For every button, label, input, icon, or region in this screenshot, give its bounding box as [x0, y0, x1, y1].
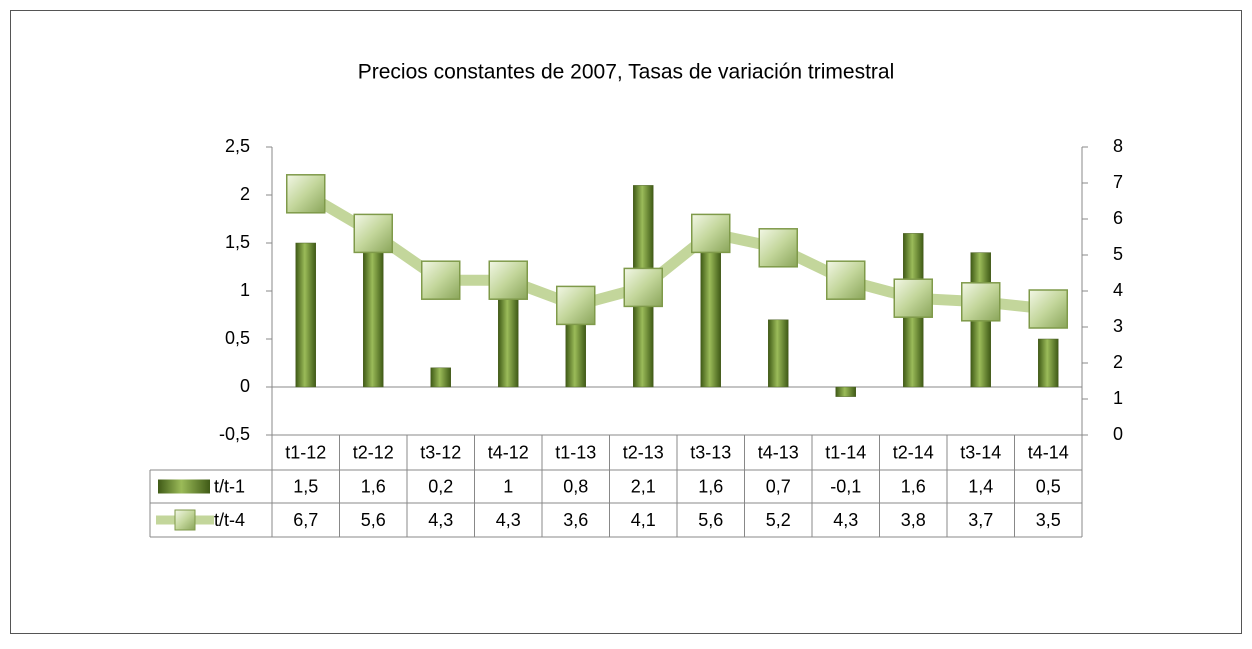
y2-tick-label: 8 — [1113, 136, 1123, 156]
table-value: -0,1 — [830, 476, 861, 496]
x-tick-label: t3-13 — [690, 442, 731, 462]
legend-key — [174, 509, 196, 531]
y2-tick-label: 6 — [1113, 208, 1123, 228]
table-value: 1,4 — [968, 476, 993, 496]
bar — [430, 367, 451, 388]
bar — [1038, 338, 1059, 388]
table-value: 3,7 — [968, 510, 993, 530]
table-value: 4,3 — [428, 510, 453, 530]
y-tick-label: 0,5 — [225, 328, 250, 348]
marker — [421, 260, 461, 300]
marker — [1028, 289, 1068, 329]
y-tick-label: 2 — [240, 184, 250, 204]
y2-tick-label: 4 — [1113, 280, 1123, 300]
table-value: 0,7 — [766, 476, 791, 496]
bar — [700, 233, 721, 388]
x-tick-label: t4-13 — [758, 442, 799, 462]
table-value: 5,2 — [766, 510, 791, 530]
table-value: 1 — [503, 476, 513, 496]
chart-title: Precios constantes de 2007, Tasas de var… — [358, 61, 895, 84]
bar — [768, 319, 789, 388]
table-value: 3,6 — [563, 510, 588, 530]
x-tick-label: t3-14 — [960, 442, 1001, 462]
marker — [691, 213, 731, 254]
table-value: 5,6 — [698, 510, 723, 530]
table-value: 0,2 — [428, 476, 453, 496]
x-tick-label: t2-13 — [623, 442, 664, 462]
marker — [488, 260, 528, 300]
marker — [893, 278, 933, 318]
x-tick-label: t4-14 — [1028, 442, 1069, 462]
marker — [826, 260, 866, 300]
marker — [286, 174, 326, 214]
table-value: 5,6 — [361, 510, 386, 530]
table-value: 0,5 — [1036, 476, 1061, 496]
table-value: 2,1 — [631, 476, 656, 496]
bar — [835, 386, 856, 397]
x-tick-label: t1-14 — [825, 442, 866, 462]
legend-key — [158, 479, 210, 494]
marker — [556, 285, 596, 326]
y-tick-label: 0 — [240, 376, 250, 396]
marker — [353, 213, 393, 254]
table-value: 4,3 — [496, 510, 521, 530]
marker — [758, 228, 798, 268]
x-tick-label: t1-13 — [555, 442, 596, 462]
x-tick-label: t4-12 — [488, 442, 529, 462]
y-tick-label: 2,5 — [225, 136, 250, 156]
y2-tick-label: 2 — [1113, 352, 1123, 372]
table-value: 1,5 — [293, 476, 318, 496]
table-value: 4,1 — [631, 510, 656, 530]
y2-tick-label: 1 — [1113, 388, 1123, 408]
bar — [363, 233, 384, 388]
table-value: 6,7 — [293, 510, 318, 530]
y-tick-label: -0,5 — [219, 424, 250, 444]
table-value: 1,6 — [901, 476, 926, 496]
table-value: 1,6 — [698, 476, 723, 496]
table-value: 4,3 — [833, 510, 858, 530]
y2-tick-label: 0 — [1113, 424, 1123, 444]
y2-tick-label: 5 — [1113, 244, 1123, 264]
table-value: 3,8 — [901, 510, 926, 530]
y-tick-label: 1 — [240, 280, 250, 300]
bar — [295, 242, 316, 388]
y-tick-label: 1,5 — [225, 232, 250, 252]
x-tick-label: t1-12 — [285, 442, 326, 462]
y2-tick-label: 7 — [1113, 172, 1123, 192]
marker — [623, 267, 663, 308]
x-tick-label: t3-12 — [420, 442, 461, 462]
x-tick-label: t2-14 — [893, 442, 934, 462]
marker — [961, 282, 1001, 322]
x-tick-label: t2-12 — [353, 442, 394, 462]
bar — [498, 290, 519, 388]
table-value: 3,5 — [1036, 510, 1061, 530]
y2-tick-label: 3 — [1113, 316, 1123, 336]
table-value: 1,6 — [361, 476, 386, 496]
legend-label: t/t-4 — [214, 510, 245, 530]
table-value: 0,8 — [563, 476, 588, 496]
legend-label: t/t-1 — [214, 476, 245, 496]
